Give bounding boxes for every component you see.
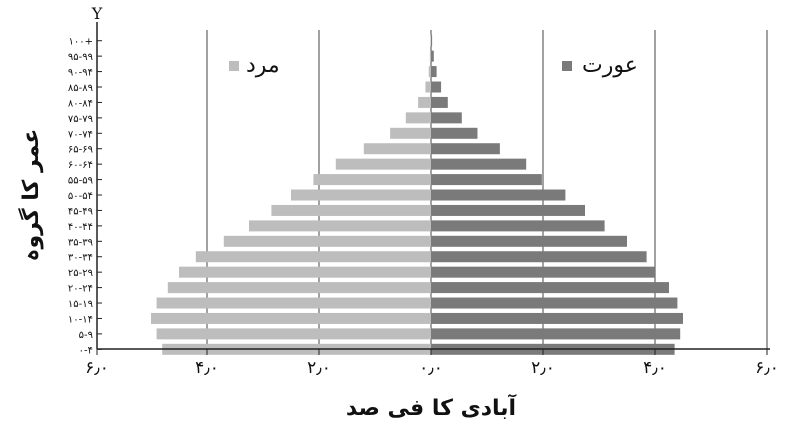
bar-male (430, 35, 431, 47)
y-tick-label: ۷۰-۷۴ (68, 129, 93, 140)
x-tick-label: ۶٫۰ (85, 358, 109, 378)
bar-female (431, 297, 678, 309)
y-tick-label: ۷۵-۷۹ (68, 114, 93, 125)
y-tick-label: ۵۰-۵۴ (68, 191, 93, 202)
bar-female (431, 235, 627, 247)
y-tick-label: ۲۰-۲۴ (68, 284, 93, 295)
bar-male (335, 158, 431, 170)
bar-male (156, 297, 431, 309)
bar-male (313, 174, 431, 186)
y-tick-label: ۵۵-۵۹ (68, 176, 93, 187)
y-tick-label: ۸۵-۸۹ (68, 83, 93, 94)
legend-female: عورت (562, 53, 638, 78)
x-tick-label: ۲٫۰ (531, 358, 555, 378)
legend-male-label: مرد (246, 53, 280, 78)
y-tick-label: ۹۰-۹۴ (68, 68, 93, 79)
bar-male (418, 96, 431, 108)
x-tick-label: ۲٫۰ (307, 358, 331, 378)
bar-female (431, 174, 542, 186)
bar-female (431, 189, 566, 201)
bar-male (271, 204, 431, 216)
bar-male (425, 81, 431, 93)
y-tick-label: ۲۵-۲۹ (68, 268, 93, 279)
y-tick-label: ۶۰-۶۴ (68, 160, 93, 171)
bar-female (431, 158, 527, 170)
bar-male (223, 235, 431, 247)
bar-male (291, 189, 431, 201)
y-tick-label: ۰-۴ (79, 345, 93, 356)
legend-male: مرد (229, 53, 280, 78)
bars-group (151, 35, 683, 355)
bar-male (429, 50, 431, 62)
y-tick-label: ۶۵-۶۹ (68, 145, 93, 156)
bar-male (179, 266, 431, 278)
y-axis-title: عمر کا گروہ (17, 129, 44, 262)
bar-female (431, 50, 434, 62)
bar-male (156, 328, 431, 340)
bar-male (390, 127, 431, 139)
legend-female-label: عورت (582, 53, 638, 78)
x-tick-label: ۴٫۰ (195, 358, 219, 378)
legend-male-swatch (229, 61, 239, 71)
legend-female-swatch (562, 61, 572, 71)
bar-male (167, 282, 432, 294)
bar-male (151, 312, 431, 324)
x-tick-label: ۶٫۰ (755, 358, 779, 378)
bar-male (363, 143, 431, 155)
bar-female (431, 66, 437, 78)
y-tick-label: ۴۰-۴۴ (68, 222, 93, 233)
x-tick-label: ۴٫۰ (643, 358, 667, 378)
y-tick-label: ۵-۹ (79, 330, 93, 341)
bar-female (431, 35, 433, 47)
y-tick-label: ۱۰۰+ (69, 37, 94, 48)
bar-female (431, 204, 585, 216)
y-axis-marker: Y (91, 4, 103, 23)
bar-male (405, 112, 431, 124)
y-tick-label: ۴۵-۴۹ (68, 206, 93, 217)
bar-female (431, 312, 683, 324)
bar-female (431, 328, 681, 340)
bar-female (431, 266, 655, 278)
y-tick-label: ۱۵-۱۹ (68, 299, 93, 310)
y-tick-label: ۳۵-۳۹ (68, 237, 93, 248)
x-axis-title: آبادی کا فی صد (346, 393, 517, 421)
y-tick-label: ۸۰-۸۴ (68, 98, 93, 109)
bar-female (431, 282, 669, 294)
bar-male (195, 251, 431, 263)
bar-female (431, 251, 647, 263)
bar-male (428, 66, 431, 78)
bar-female (431, 127, 478, 139)
y-tick-label: ۳۰-۳۴ (68, 253, 93, 264)
y-tick-label: ۹۵-۹۹ (68, 52, 93, 63)
bar-female (431, 220, 605, 232)
y-tick-label: ۱۰-۱۴ (68, 314, 93, 325)
bar-female (431, 143, 500, 155)
bar-male (249, 220, 431, 232)
x-tick-group: ۶٫۰ ۴٫۰ ۲٫۰ ۰٫۰ ۲٫۰ ۴٫۰ ۶٫۰ (85, 349, 779, 378)
y-tick-group: ۰-۴ ۵-۹ ۱۰-۱۴ ۱۵-۱۹ ۲۰-۲۴ ۲۵-۲۹ ۳۰-۳۴ ۳۵-۳۹ ۴۰-۴… (68, 37, 102, 356)
bar-female (431, 112, 462, 124)
bar-female (431, 96, 448, 108)
x-tick-label: ۰٫۰ (419, 358, 443, 378)
bar-female (431, 81, 442, 93)
